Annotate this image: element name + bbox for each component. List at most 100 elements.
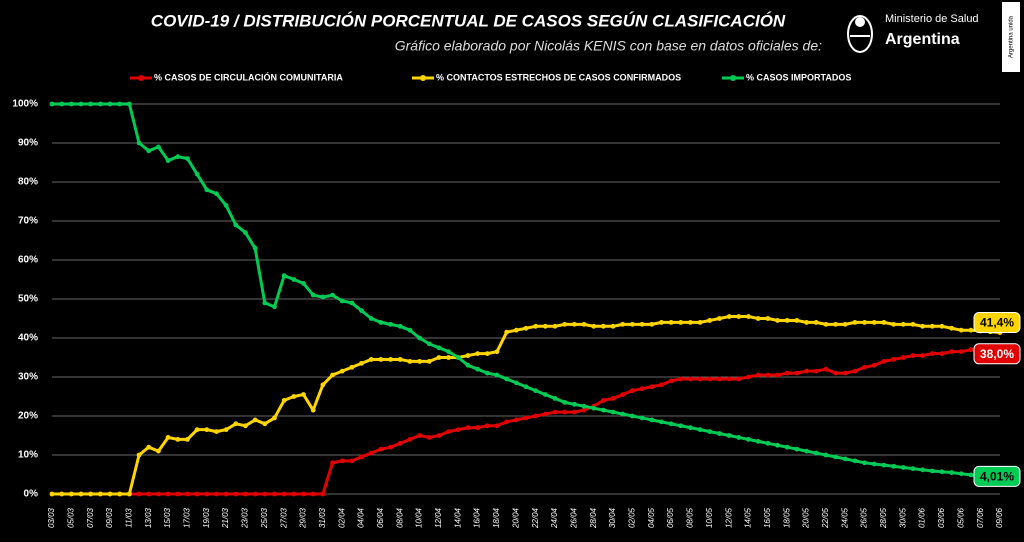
data-point [156,144,161,150]
data-point [146,491,152,497]
data-point [852,458,858,464]
data-point [649,321,655,327]
x-tick-label: 15/03 [163,507,172,528]
data-point [697,320,703,325]
data-point [194,427,200,433]
value-label: 38,0% [980,347,1014,361]
x-tick-label: 21/03 [221,507,230,529]
data-point [126,101,132,107]
x-tick-label: 14/04 [453,507,462,528]
x-tick-label: 23/03 [241,507,250,529]
data-point [910,466,916,472]
data-point [678,423,684,429]
data-point [204,491,210,497]
data-point [910,353,916,358]
x-tick-label: 16/04 [473,507,482,528]
data-point [784,444,790,450]
data-point [794,446,800,452]
data-point [291,491,297,497]
data-point [281,491,287,497]
x-tick-label: 20/04 [511,507,520,529]
data-point [639,415,645,421]
data-point [165,158,171,163]
data-point [397,440,403,446]
x-tick-label: 08/05 [686,507,695,528]
data-point [455,355,461,360]
x-tick-label: 18/04 [492,507,501,528]
data-point [359,308,364,314]
data-point [823,366,829,372]
x-tick-label: 22/04 [531,507,540,529]
data-point [214,191,219,197]
data-point [407,327,413,333]
data-point [668,421,674,427]
data-point [552,396,558,401]
data-point [523,325,529,331]
data-point [929,468,935,474]
data-point [949,470,955,475]
y-tick-label: 90% [18,138,38,149]
data-point [939,323,945,329]
data-point [571,409,577,415]
data-point [678,320,684,325]
data-point [697,376,703,382]
data-point [272,304,277,310]
data-point [214,491,219,497]
data-point [339,298,345,304]
y-tick-label: 0% [24,489,39,500]
data-point [262,491,268,497]
x-tick-label: 18/05 [782,507,791,528]
data-point [417,433,422,438]
data-point [446,355,452,360]
data-point [842,321,848,327]
data-point [330,460,335,466]
data-point [243,491,248,497]
data-point [920,323,926,329]
x-tick-label: 10/04 [415,507,424,528]
data-point [542,392,548,397]
data-point [78,491,84,497]
data-point [378,446,384,452]
data-point [117,101,123,107]
data-point [620,321,626,327]
x-tick-label: 11/03 [124,508,133,528]
data-point [136,491,142,497]
x-tick-label: 30/05 [898,507,907,528]
data-point [639,321,645,327]
data-point [504,329,510,335]
data-point [262,421,268,427]
data-point [968,472,974,478]
data-point [823,452,829,458]
data-point [252,245,258,251]
data-point [949,325,955,331]
data-point [378,357,384,362]
data-point [214,429,219,434]
x-tick-label: 04/05 [647,507,656,528]
data-point [291,394,297,399]
data-point [494,423,500,429]
data-point [736,376,742,382]
data-point [571,321,577,327]
data-point [388,321,393,327]
data-point [958,471,964,477]
x-tick-label: 24/04 [550,507,559,529]
data-point [185,156,190,162]
data-point [900,321,906,327]
data-point [368,357,374,362]
x-tick-label: 19/03 [202,507,211,528]
value-label-box [973,465,1021,487]
y-tick-label: 40% [18,333,38,344]
data-point [659,382,664,388]
data-point [833,370,838,376]
data-point [204,427,210,433]
data-point [465,362,471,368]
data-point [910,321,916,327]
data-point [562,399,568,405]
data-point [523,415,529,421]
data-point [968,347,974,353]
data-point [630,388,635,394]
data-point [368,316,374,321]
x-tick-label: 04/04 [357,507,366,528]
data-point [659,320,664,325]
